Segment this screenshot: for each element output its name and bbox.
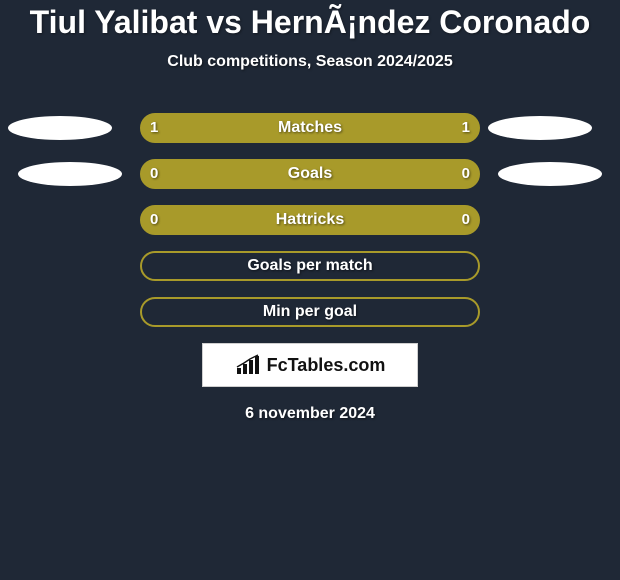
stat-row: Goals0 0 (0, 159, 620, 189)
stat-label: Goals (140, 159, 480, 189)
date: 6 november 2024 (0, 405, 620, 423)
stat-label: Hattricks (140, 205, 480, 235)
stat-value-right: 0 (462, 205, 470, 235)
logo-box: FcTables.com (202, 343, 418, 387)
page-title: Tiul Yalibat vs HernÃ¡ndez Coronado (0, 0, 620, 41)
logo: FcTables.com (235, 354, 386, 376)
bars-icon (235, 354, 263, 376)
stat-row: Matches1 1 (0, 113, 620, 143)
logo-text: FcTables.com (267, 355, 386, 376)
stat-row: Goals per match (0, 251, 620, 281)
stat-value-left: 0 (150, 159, 158, 189)
stat-row: Min per goal (0, 297, 620, 327)
stat-value-left: 1 (150, 113, 158, 143)
right-ellipse (488, 116, 592, 140)
stat-value-right: 0 (462, 159, 470, 189)
stat-row: Hattricks0 0 (0, 205, 620, 235)
left-ellipse (8, 116, 112, 140)
comparison-infographic: Tiul Yalibat vs HernÃ¡ndez Coronado Club… (0, 0, 620, 580)
stat-label: Goals per match (140, 251, 480, 281)
stat-value-left: 0 (150, 205, 158, 235)
stat-label: Matches (140, 113, 480, 143)
right-ellipse (498, 162, 602, 186)
stat-rows: Matches11Goals00Hattricks00Goals per mat… (0, 113, 620, 327)
stat-label: Min per goal (140, 297, 480, 327)
subtitle: Club competitions, Season 2024/2025 (0, 53, 620, 71)
stat-value-right: 1 (462, 113, 470, 143)
left-ellipse (18, 162, 122, 186)
